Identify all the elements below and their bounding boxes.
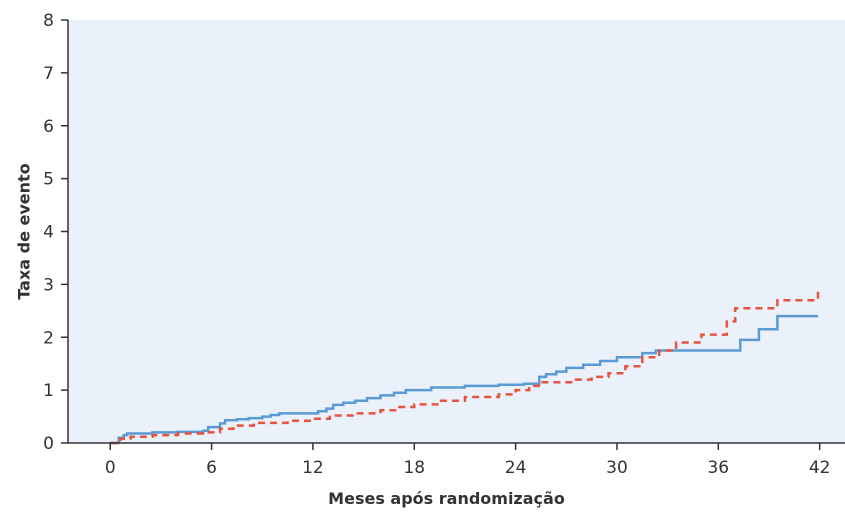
x-tick-label: 24 — [505, 458, 527, 478]
y-tick-label: 7 — [43, 64, 54, 84]
x-tick-label: 42 — [809, 458, 831, 478]
y-tick-label: 0 — [43, 434, 54, 454]
x-tick-label: 12 — [302, 458, 324, 478]
x-tick-label: 6 — [206, 458, 217, 478]
y-tick-label: 3 — [43, 275, 54, 295]
x-tick-label: 36 — [707, 458, 729, 478]
series-layer — [110, 288, 820, 445]
x-tick-label: 30 — [606, 458, 628, 478]
y-tick-label: 8 — [43, 11, 54, 31]
x-tick-label: 18 — [403, 458, 425, 478]
series-2-line — [110, 288, 820, 445]
y-tick-label: 4 — [43, 223, 54, 243]
y-tick-label: 2 — [43, 328, 54, 348]
y-tick-label: 6 — [43, 117, 54, 137]
y-tick-label: 1 — [43, 381, 54, 401]
plot-area — [68, 20, 845, 443]
x-tick-label: 0 — [105, 458, 116, 478]
y-axis-title: Taxa de evento — [15, 163, 34, 299]
series-1-line — [110, 314, 818, 445]
x-axis-title: Meses após randomização — [328, 489, 565, 508]
y-tick-label: 5 — [43, 170, 54, 190]
